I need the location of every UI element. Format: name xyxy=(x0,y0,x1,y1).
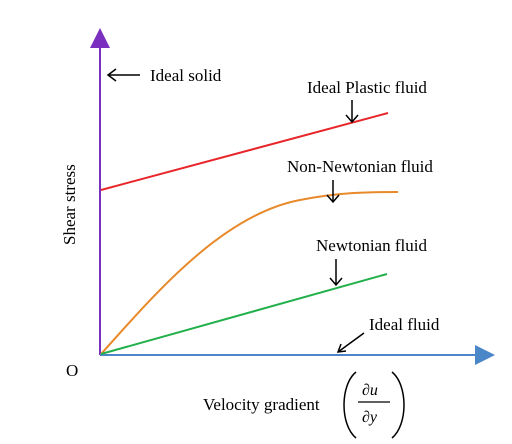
velocity-gradient-fraction: ∂u ∂y xyxy=(343,371,405,439)
fraction-denominator: ∂y xyxy=(362,409,378,426)
ideal-fluid-arrow xyxy=(336,332,365,353)
right-paren xyxy=(391,371,405,439)
newtonian-label: Newtonian fluid xyxy=(316,236,427,255)
origin-label: O xyxy=(66,361,78,380)
ideal-plastic-line xyxy=(100,112,389,191)
left-paren xyxy=(343,371,357,439)
newtonian-arrow xyxy=(329,259,343,287)
non-newtonian-arrow xyxy=(326,180,340,204)
ideal-plastic-arrow xyxy=(345,100,359,124)
x-axis-title: Velocity gradient xyxy=(203,395,320,414)
ideal-solid-label: Ideal solid xyxy=(150,66,222,85)
ideal-plastic-label: Ideal Plastic fluid xyxy=(307,78,427,97)
newtonian-line xyxy=(100,273,388,355)
fraction-numerator: ∂u xyxy=(362,382,378,399)
y-axis-title: Shear stress xyxy=(60,164,79,245)
non-newtonian-label: Non-Newtonian fluid xyxy=(287,157,433,176)
non-newtonian-curve xyxy=(100,191,399,355)
ideal-solid-arrow xyxy=(106,68,140,82)
ideal-fluid-label: Ideal fluid xyxy=(369,315,440,334)
